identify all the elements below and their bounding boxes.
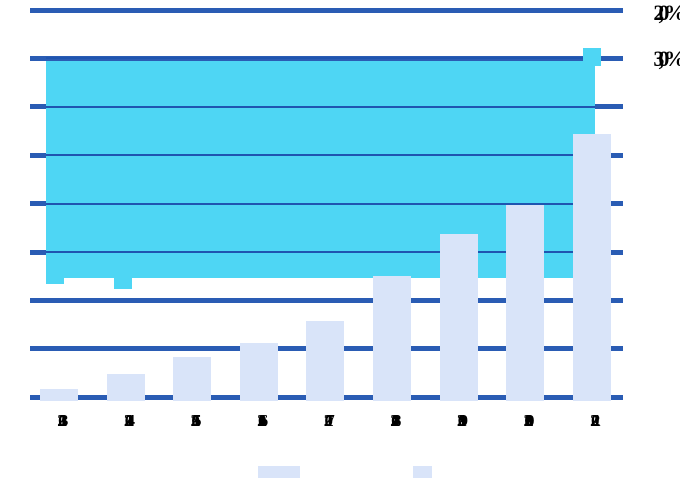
x-tick-label-2018: 2018 [390,411,402,430]
bar-2013 [40,388,78,401]
y-axis-label-top: 2,0% [653,0,680,25]
x-tick-label-2015: 2015 [190,411,202,430]
bar-2018 [373,276,411,401]
bar-2019 [439,234,478,401]
gridline [30,7,623,13]
gridline-overlay [46,57,595,60]
x-tick-label-2019: 2019 [456,411,469,430]
y-axis-label-second: 3,0% [653,46,680,71]
x-tick-label-2020: 2020 [523,411,535,430]
x-tick-label-2016: 2016 [257,411,269,430]
x-tick-label-2021: 2021 [590,411,602,430]
bar-2017 [306,321,345,401]
gridline-overlay [46,154,595,157]
x-tick-label-2013: 2013 [57,411,69,430]
x-tick-label-2017: 2017 [323,411,336,430]
legend-swatch-2 [413,466,432,478]
bar-2021 [572,133,611,401]
gridline-overlay [46,105,595,108]
bar-2014 [106,373,145,401]
x-tick-label-2014: 2014 [123,411,136,430]
bar-2015 [173,357,212,401]
bar-2016 [239,342,278,401]
gridline-overlay [46,202,595,205]
cyan-marker-2013 [46,266,64,285]
cyan-marker-2014 [113,271,132,289]
gridline [30,297,623,303]
cyan-band [46,60,595,279]
bar-2020 [506,205,545,401]
gridline-overlay [46,251,595,253]
cyan-marker-2021 [582,48,601,67]
legend-swatch-1 [258,466,300,478]
